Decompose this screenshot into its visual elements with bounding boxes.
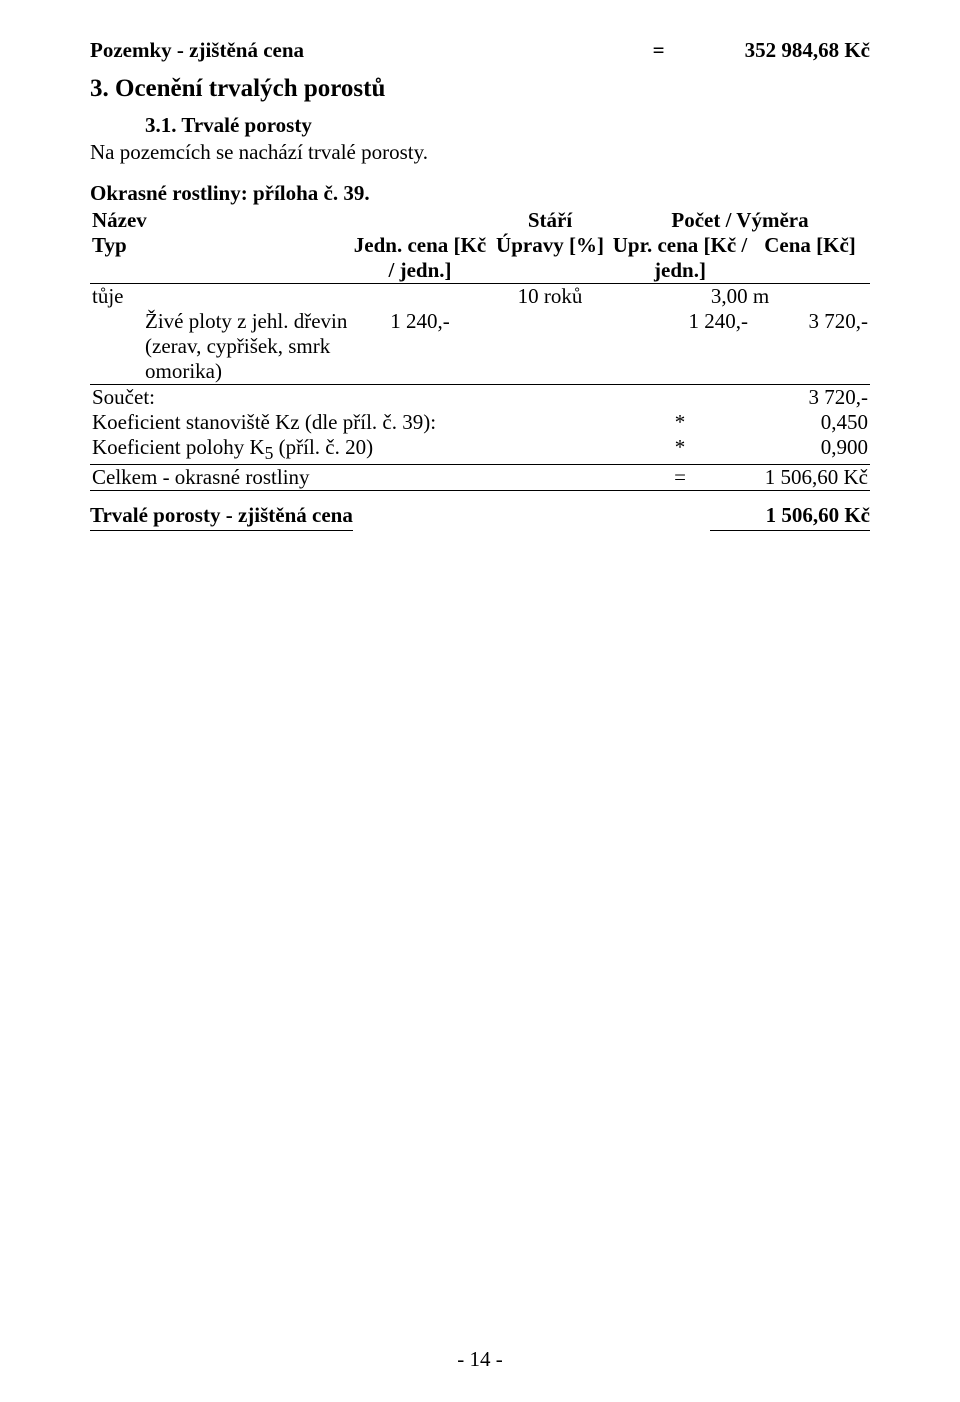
cell-zive-upr: 1 240,- (610, 309, 750, 385)
th-stari: Stáří (490, 208, 610, 233)
cell-koef-kz-label: Koeficient stanoviště Kz (dle příl. č. 3… (90, 410, 610, 435)
table-header-1: Název Stáří Počet / Výměra (90, 208, 870, 233)
th-nazev: Název (90, 208, 350, 233)
row-celkem: Celkem - okrasné rostliny = 1 506,60 Kč (90, 465, 870, 491)
cell-soucet-label: Součet: (90, 385, 610, 411)
plants-table: Název Stáří Počet / Výměra Typ Jedn. cen… (90, 208, 870, 491)
th-upravy: Úpravy [%] (490, 233, 610, 284)
footer-line: Trvalé porosty - zjištěná cena 1 506,60 … (90, 503, 870, 531)
th-upr-cena: Upr. cena [Kč / jedn.] (610, 233, 750, 284)
cell-koef-k5-val: 0,900 (750, 435, 870, 465)
row-koef-kz: Koeficient stanoviště Kz (dle příl. č. 3… (90, 410, 870, 435)
cell-zive-cena: 3 720,- (750, 309, 870, 385)
row-koef-k5: Koeficient polohy K5 (příl. č. 20) * 0,9… (90, 435, 870, 465)
cell-celkem-eq: = (610, 465, 750, 491)
koef-k5-text2: (příl. č. 20) (273, 435, 373, 459)
footer-value: 1 506,60 Kč (710, 503, 870, 531)
cell-koef-k5-star: * (610, 435, 750, 465)
th-pocet-vymera: Počet / Výměra (610, 208, 870, 233)
row-zive-ploty: Živé ploty z jehl. dřevin (zerav, cypřiš… (90, 309, 870, 385)
topline-eq: = (653, 38, 665, 63)
page: Pozemky - zjištěná cena = 352 984,68 Kč … (0, 0, 960, 1402)
cell-tuje-name: tůje (90, 284, 350, 310)
th-jedn-cena: Jedn. cena [Kč / jedn.] (350, 233, 490, 284)
cell-koef-kz-val: 0,450 (750, 410, 870, 435)
cell-soucet-val: 3 720,- (610, 385, 870, 411)
th-blank (350, 208, 490, 233)
paragraph-porosty: Na pozemcích se nachází trvalé porosty. (90, 140, 870, 165)
page-number: - 14 - (0, 1347, 960, 1372)
cell-zive-typ: Živé ploty z jehl. dřevin (zerav, cypřiš… (90, 309, 350, 385)
cell-koef-kz-star: * (610, 410, 750, 435)
cell-zive-jedn: 1 240,- (350, 309, 490, 385)
subheading-okrasne: Okrasné rostliny: příloha č. 39. (90, 181, 870, 206)
cell-koef-k5-label: Koeficient polohy K5 (příl. č. 20) (90, 435, 610, 465)
row-tuje: tůje 10 roků 3,00 m (90, 284, 870, 310)
footer-label: Trvalé porosty - zjištěná cena (90, 503, 353, 531)
th-typ: Typ (90, 233, 350, 284)
th-cena: Cena [Kč] (750, 233, 870, 284)
topline: Pozemky - zjištěná cena = 352 984,68 Kč (90, 38, 870, 63)
topline-value: 352 984,68 Kč (745, 38, 870, 63)
row-soucet: Součet: 3 720,- (90, 385, 870, 411)
section-3-title: 3. Ocenění trvalých porostů (90, 75, 870, 103)
koef-k5-text1: Koeficient polohy K (92, 435, 265, 459)
cell-celkem-label: Celkem - okrasné rostliny (90, 465, 610, 491)
section-31-title: 3.1. Trvalé porosty (145, 113, 870, 138)
topline-label: Pozemky - zjištěná cena (90, 38, 304, 63)
cell-tuje-pocet: 3,00 m (610, 284, 870, 310)
table-header-2: Typ Jedn. cena [Kč / jedn.] Úpravy [%] U… (90, 233, 870, 284)
cell-tuje-stari: 10 roků (490, 284, 610, 310)
cell-celkem-val: 1 506,60 Kč (750, 465, 870, 491)
